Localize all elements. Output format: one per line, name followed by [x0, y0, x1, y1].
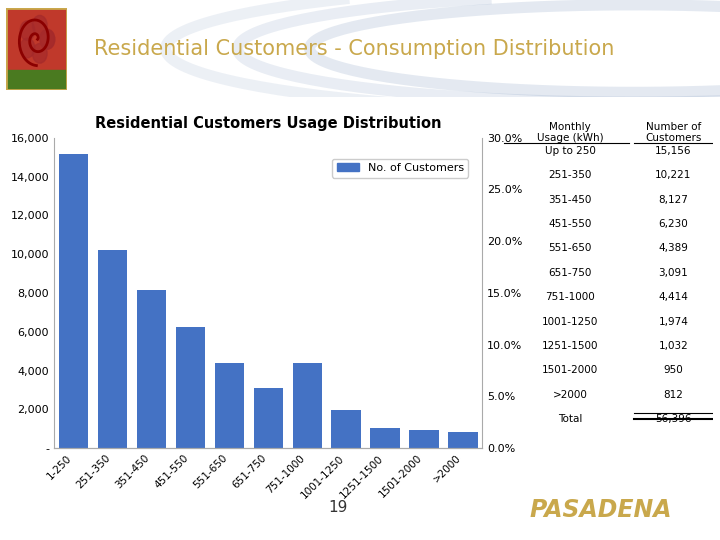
Legend: No. of Customers: No. of Customers [332, 159, 468, 178]
Bar [6, 70, 67, 90]
Text: 551-650: 551-650 [549, 244, 592, 253]
Text: 15,156: 15,156 [655, 146, 691, 156]
Text: Customers: Customers [645, 133, 701, 143]
Text: 812: 812 [663, 390, 683, 400]
Text: Number of: Number of [646, 122, 701, 132]
Text: 10,221: 10,221 [655, 170, 691, 180]
Title: Residential Customers Usage Distribution: Residential Customers Usage Distribution [95, 116, 441, 131]
Text: 351-450: 351-450 [549, 195, 592, 205]
Circle shape [20, 21, 35, 40]
Bar [215, 363, 244, 448]
Text: 19: 19 [329, 500, 348, 515]
Bar [449, 433, 477, 448]
Text: 1001-1250: 1001-1250 [542, 316, 598, 327]
Bar [253, 388, 283, 448]
Bar [6, 8, 67, 70]
Text: 56,396: 56,396 [655, 414, 691, 424]
Text: 1,974: 1,974 [658, 316, 688, 327]
Text: 3,091: 3,091 [658, 268, 688, 278]
Text: 6,230: 6,230 [658, 219, 688, 229]
Text: 950: 950 [663, 365, 683, 375]
Text: 251-350: 251-350 [549, 170, 592, 180]
Circle shape [32, 15, 47, 35]
Text: PASADENA: PASADENA [530, 498, 672, 522]
Text: Up to 250: Up to 250 [544, 146, 595, 156]
Circle shape [40, 30, 55, 49]
Text: 1501-2000: 1501-2000 [542, 365, 598, 375]
Text: 4,389: 4,389 [658, 244, 688, 253]
Text: 451-550: 451-550 [549, 219, 592, 229]
Text: 4,414: 4,414 [658, 292, 688, 302]
Bar [137, 291, 166, 448]
Bar [292, 362, 322, 448]
Text: Total: Total [558, 414, 582, 424]
Text: 1251-1500: 1251-1500 [542, 341, 598, 351]
Bar [176, 327, 205, 448]
Circle shape [32, 44, 47, 63]
Circle shape [40, 30, 55, 49]
Text: 1,032: 1,032 [658, 341, 688, 351]
Text: 751-1000: 751-1000 [545, 292, 595, 302]
Text: >2000: >2000 [553, 390, 588, 400]
Text: Residential Customers - Consumption Distribution: Residential Customers - Consumption Dist… [94, 38, 614, 59]
Text: Monthly: Monthly [549, 122, 591, 132]
Bar [98, 250, 127, 448]
Circle shape [20, 38, 35, 58]
Bar [370, 428, 400, 448]
Bar [410, 430, 438, 448]
Text: 651-750: 651-750 [549, 268, 592, 278]
Text: Usage (kWh): Usage (kWh) [536, 133, 603, 143]
Bar [59, 154, 88, 448]
Text: Pasadena Water and Power: Pasadena Water and Power [9, 101, 190, 114]
Text: 8,127: 8,127 [658, 195, 688, 205]
Bar [331, 410, 361, 448]
